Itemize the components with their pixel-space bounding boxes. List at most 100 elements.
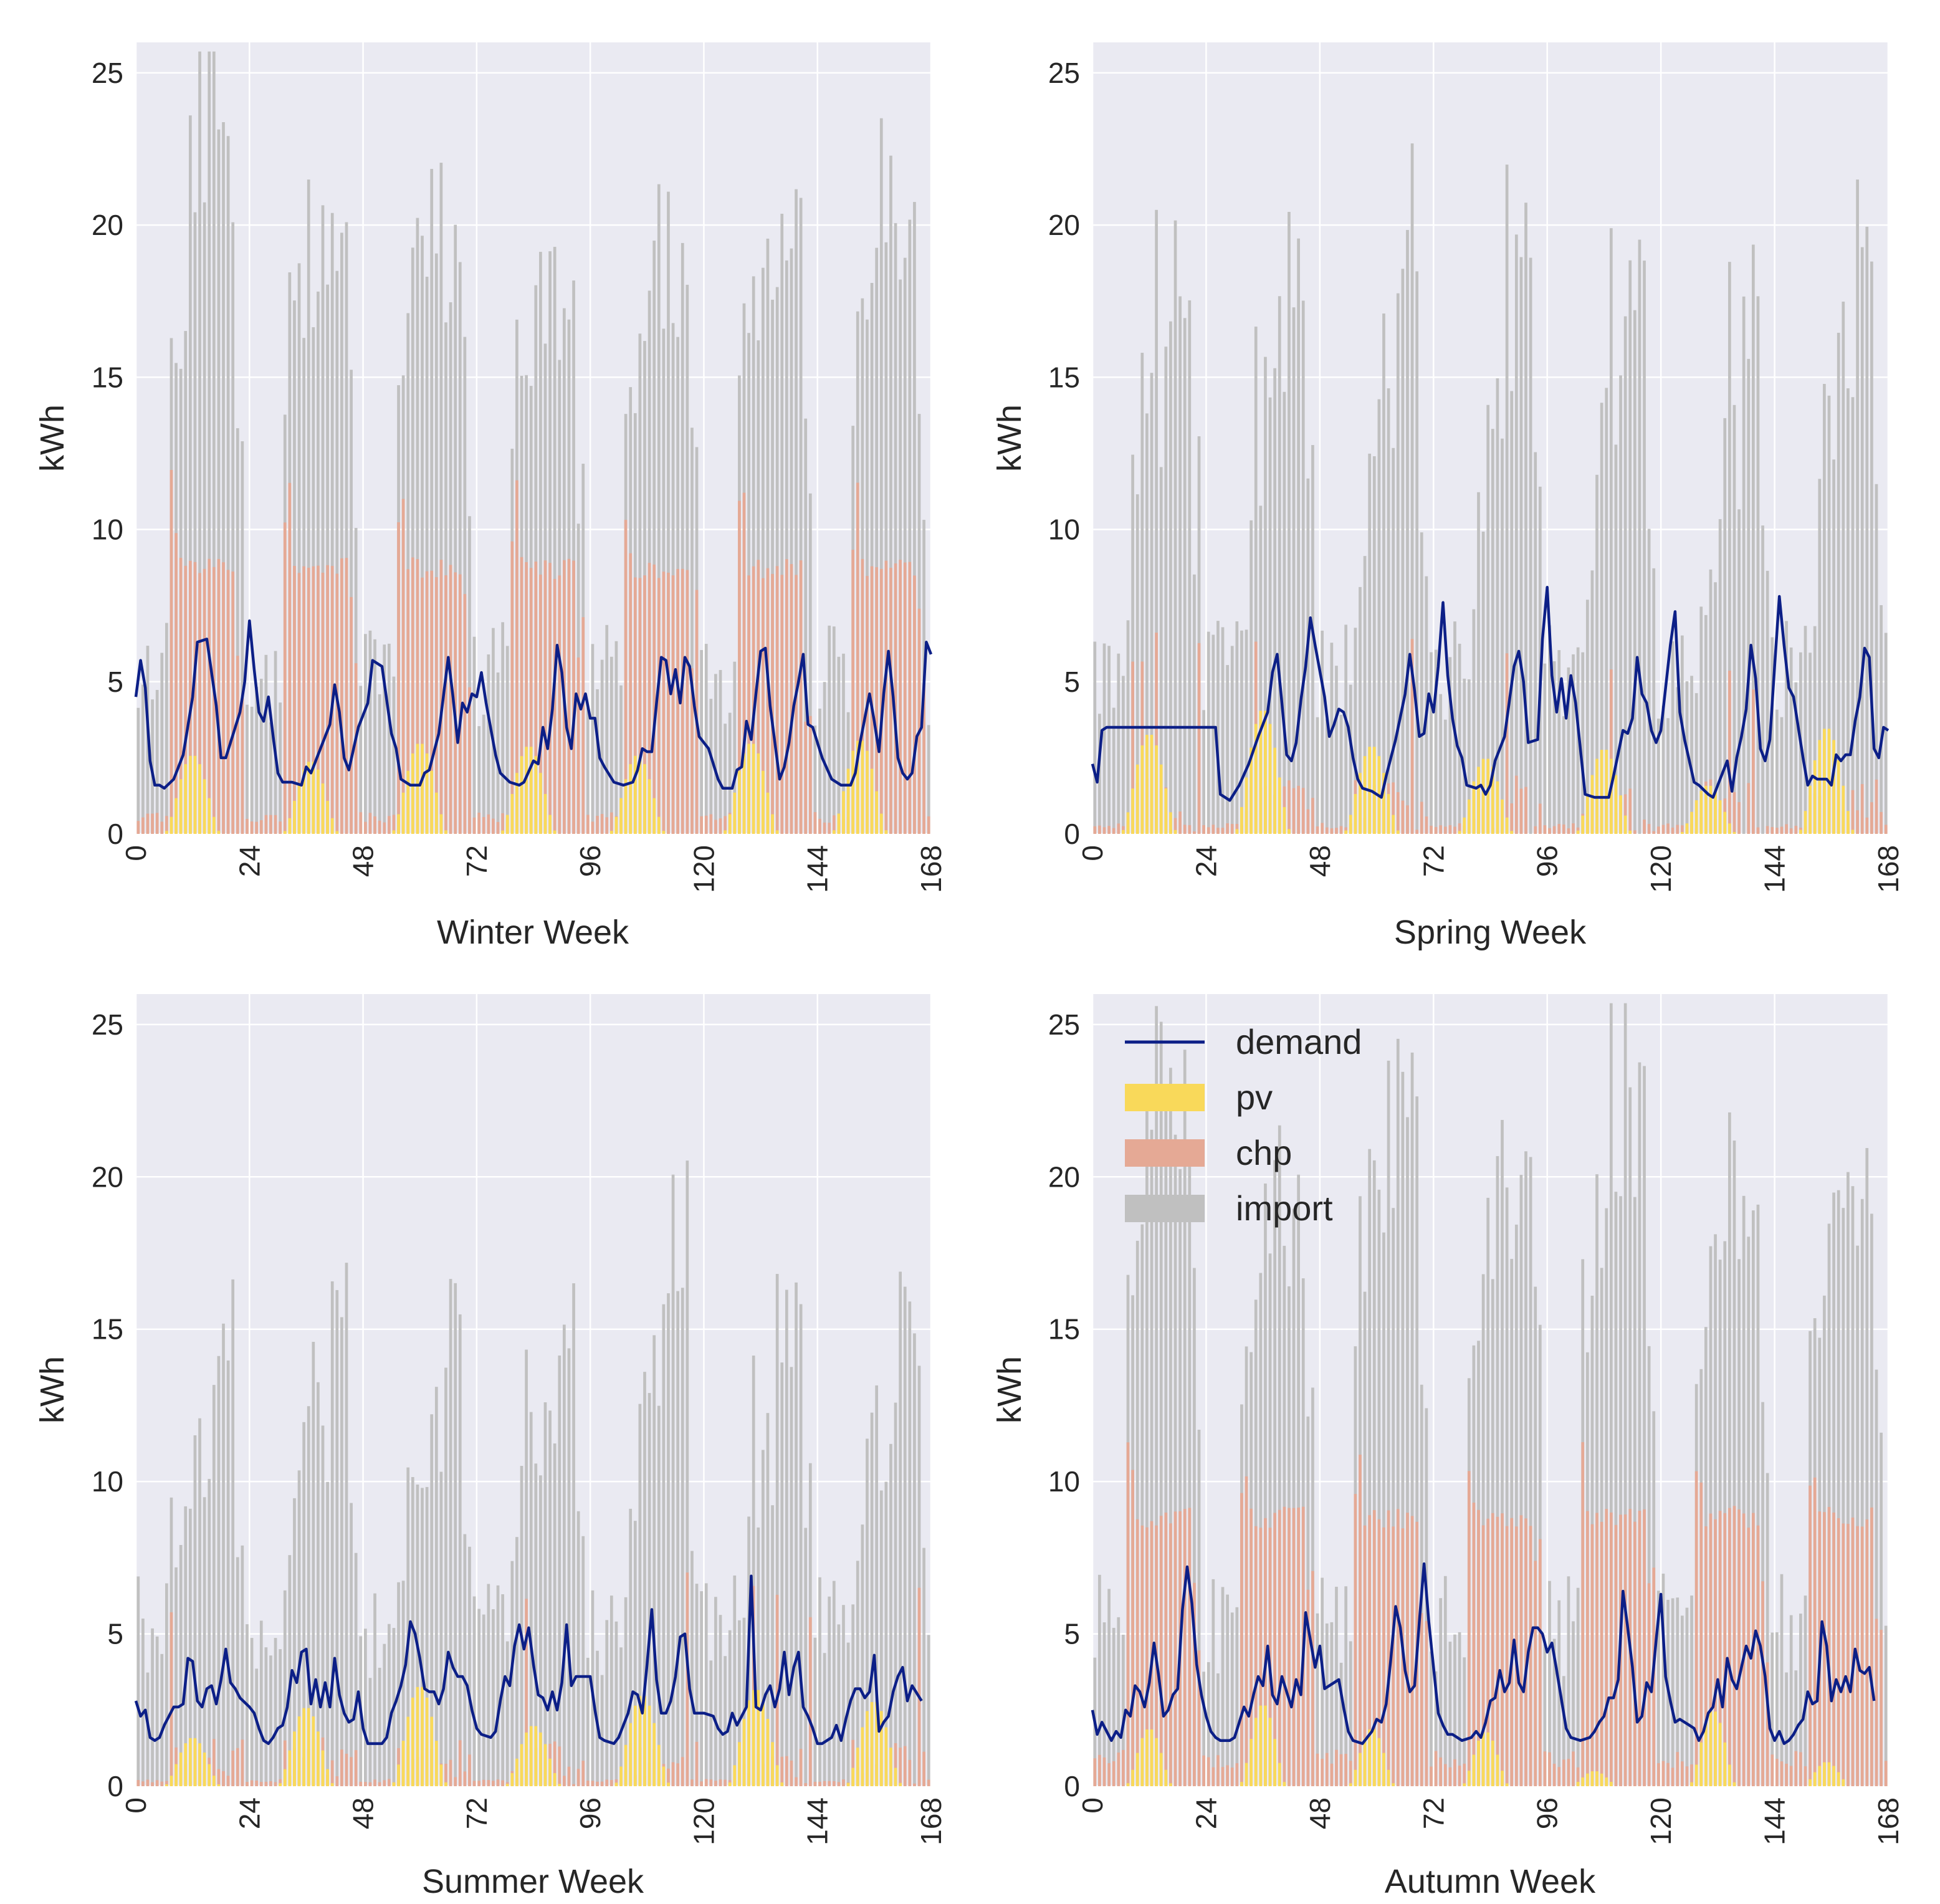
chp-bar: [155, 813, 159, 834]
pv-bar: [203, 779, 206, 834]
import-bar: [321, 205, 325, 834]
pv-bar: [1283, 1782, 1286, 1786]
import-bar: [714, 674, 717, 834]
chp-bar: [1538, 803, 1542, 834]
pv-bar: [861, 1727, 864, 1786]
chp-bar: [576, 1769, 580, 1786]
import-bar: [647, 290, 651, 834]
chp-bar: [1193, 831, 1196, 834]
pv-bar: [421, 744, 424, 834]
import-bar: [368, 1678, 372, 1786]
import-bar: [1135, 1240, 1139, 1786]
pv-bar: [1832, 1766, 1835, 1786]
pv-bar: [401, 1741, 405, 1786]
import-bar: [439, 1471, 443, 1786]
pv-bar: [1585, 1773, 1589, 1786]
import-bar: [766, 1413, 770, 1786]
chp-bar: [264, 815, 268, 834]
pv-bar: [174, 798, 178, 834]
x-tick-label: 96: [574, 1797, 606, 1829]
pv-bar: [1581, 1777, 1585, 1786]
import-bar: [297, 1470, 301, 1786]
import-bar: [619, 685, 623, 834]
chp-bar: [1548, 828, 1551, 834]
chp-bar: [856, 482, 859, 834]
import-bar: [1884, 1625, 1888, 1786]
import-bar: [1633, 1197, 1637, 1786]
pv-bar: [1150, 735, 1154, 834]
import-bar: [1472, 609, 1476, 834]
import-bar: [917, 1366, 921, 1786]
chp-bar: [1728, 1508, 1731, 1786]
chp-bar: [1567, 1759, 1570, 1786]
pv-bar: [1477, 1740, 1480, 1786]
import-bar: [1789, 647, 1793, 834]
import-bar: [624, 1597, 628, 1786]
chp-bar: [1661, 1761, 1665, 1786]
pv-bar: [728, 1782, 732, 1786]
chp-bar: [492, 1781, 495, 1786]
pv-bar: [1254, 1718, 1258, 1786]
import-bar: [165, 1583, 168, 1786]
import-bar: [416, 1485, 419, 1786]
chp-bar: [1359, 1455, 1362, 1786]
chp-bar: [364, 821, 367, 834]
chp-bar: [345, 558, 348, 834]
chp-bar: [1633, 830, 1637, 834]
chp-bar: [1325, 827, 1329, 834]
pv-bar: [217, 1784, 221, 1786]
import-bar: [676, 1291, 680, 1786]
chp-bar: [222, 1771, 225, 1786]
chp-bar: [747, 575, 750, 834]
pv-bar: [884, 830, 888, 834]
chp-bar: [762, 578, 765, 834]
import-bar: [619, 1647, 623, 1786]
pv-bar: [1718, 1723, 1722, 1786]
pv-bar: [1240, 1782, 1243, 1786]
pv-bar: [406, 1716, 410, 1786]
import-bar: [879, 1490, 883, 1786]
import-bar: [1623, 1003, 1627, 1786]
pv-bar: [421, 1686, 424, 1786]
chp-bar: [908, 562, 912, 834]
import-bar: [1728, 1112, 1731, 1786]
import-bar: [1514, 1224, 1518, 1786]
import-bar: [364, 1629, 367, 1786]
import-bar: [1628, 1087, 1632, 1786]
chp-bar: [1235, 823, 1239, 834]
import-bar: [505, 1641, 509, 1786]
import-bar: [1098, 714, 1101, 834]
pv-bar: [1392, 1783, 1395, 1786]
chp-bar: [1126, 1442, 1130, 1786]
import-bar: [1221, 627, 1225, 834]
pv-bar: [279, 1783, 282, 1786]
chp-bar: [1785, 824, 1788, 834]
import-bar: [1439, 1598, 1443, 1786]
import-bar: [1117, 1617, 1121, 1786]
chp-bar: [894, 563, 897, 834]
import-bar: [1699, 606, 1703, 834]
import-bar: [671, 1174, 675, 1786]
stacked-bars: [1093, 143, 1888, 835]
chp-bar: [686, 1572, 689, 1786]
import-bar: [1732, 1141, 1736, 1786]
pv-bar: [510, 793, 514, 834]
chp-bar: [889, 568, 892, 834]
chp-bar: [818, 1781, 821, 1786]
pv-bar: [293, 1731, 296, 1786]
import-bar: [1406, 229, 1409, 834]
import-bar: [813, 1637, 817, 1786]
import-bar: [1851, 1186, 1855, 1786]
chp-bar: [487, 814, 490, 834]
import-bar: [600, 1675, 604, 1786]
import-bar: [1747, 358, 1751, 834]
chp-bar: [170, 470, 173, 834]
import-bar: [1875, 1369, 1878, 1786]
x-tick-label: 72: [1417, 1797, 1450, 1829]
import-bar: [1216, 1673, 1220, 1786]
y-tick-label: 0: [1064, 818, 1080, 850]
chp-bar: [686, 570, 689, 834]
import-bar: [1448, 657, 1452, 834]
pv-bar: [1694, 1764, 1698, 1786]
pv-bar: [515, 1758, 518, 1786]
